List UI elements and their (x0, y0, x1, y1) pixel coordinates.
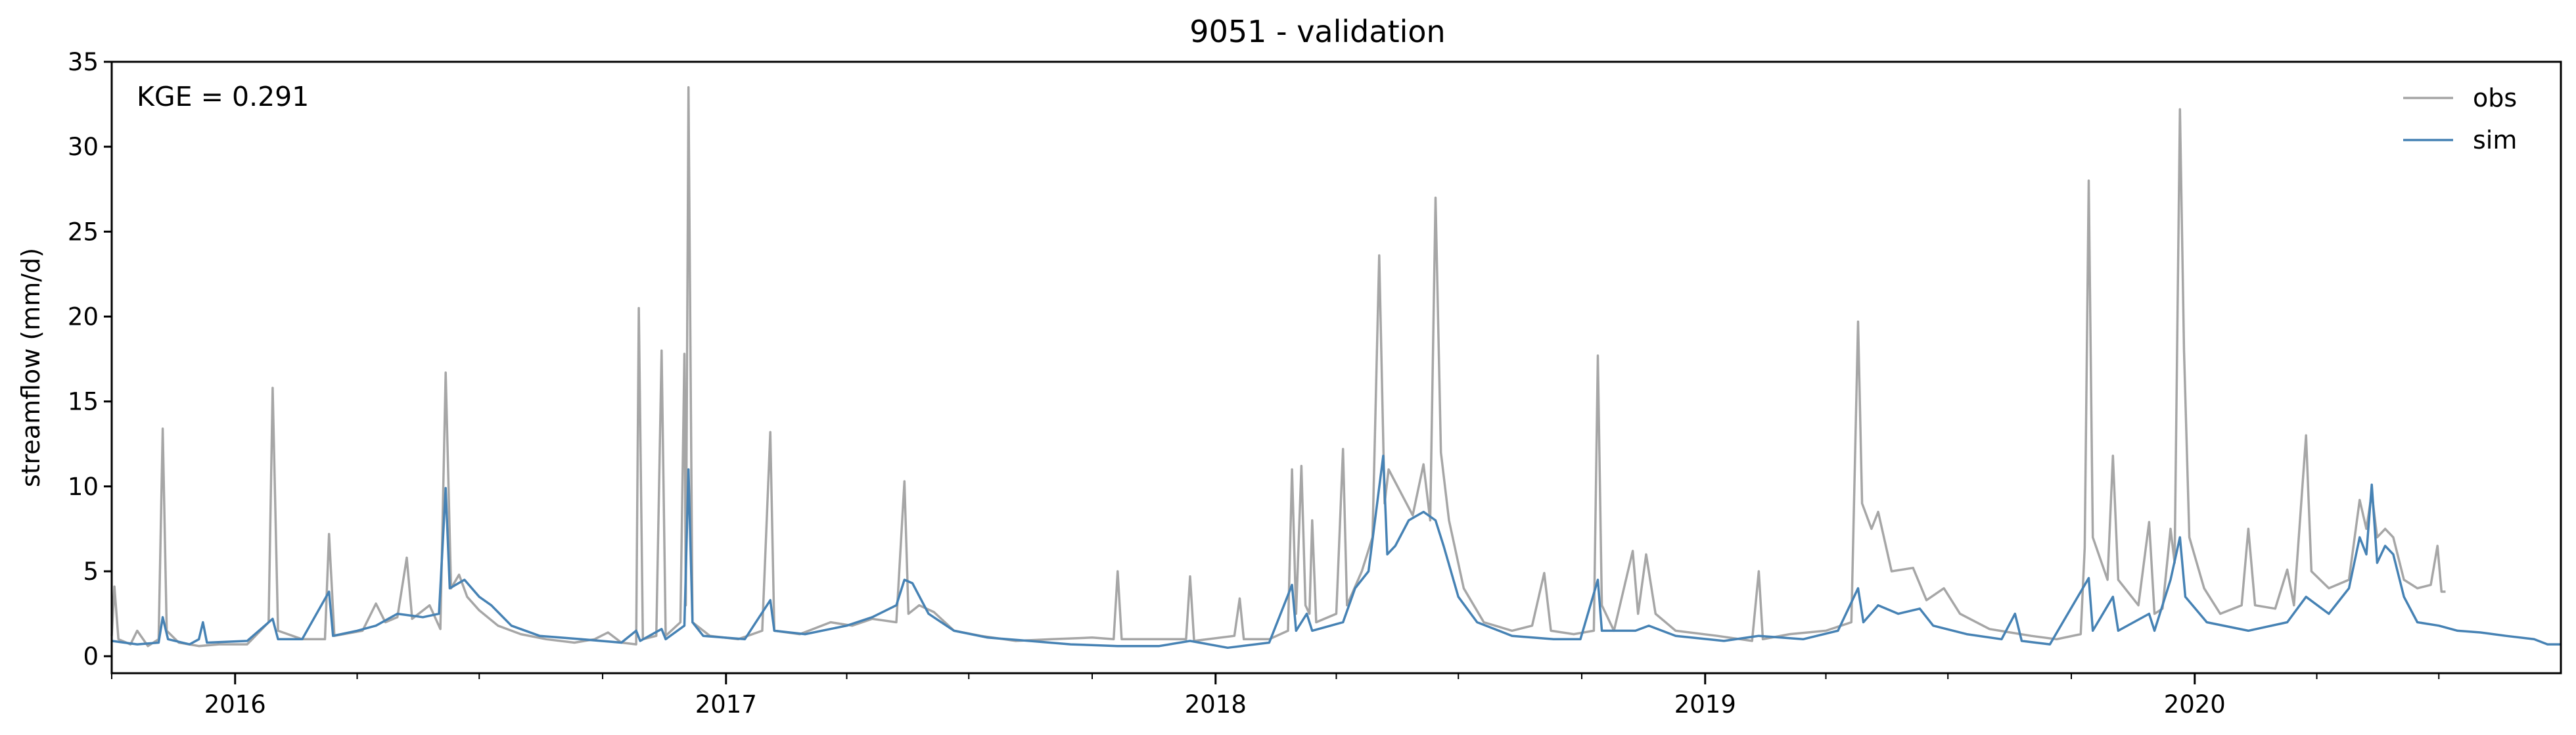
y-tick-label: 35 (68, 48, 99, 76)
kge-annotation: KGE = 0.291 (137, 81, 309, 112)
y-tick-label: 15 (68, 388, 99, 416)
y-tick-label: 10 (68, 473, 99, 501)
y-tick-label: 0 (83, 642, 99, 671)
y-axis: 0 5 10 15 20 25 30 35 (68, 48, 112, 671)
y-axis-label: streamflow (mm/d) (16, 248, 45, 487)
x-tick-label: 2019 (1674, 690, 1736, 719)
plot-frame (110, 60, 2562, 675)
x-tick-label: 2018 (1185, 690, 1247, 719)
x-axis: 2016 2017 2018 2019 2020 (111, 673, 2440, 719)
y-tick-label: 5 (83, 557, 99, 586)
x-tick-label: 2017 (695, 690, 757, 719)
x-tick-label: 2016 (204, 690, 266, 719)
legend: obs sim (2403, 83, 2517, 154)
y-tick-label: 25 (68, 218, 99, 246)
legend-label-sim: sim (2473, 126, 2517, 154)
plot-area (110, 60, 2562, 675)
y-tick-label: 30 (68, 133, 99, 161)
legend-label-obs: obs (2473, 83, 2517, 112)
x-tick-label: 2020 (2164, 690, 2226, 719)
series-layer (110, 86, 2561, 650)
series-line-sim (111, 454, 2561, 650)
series-line-obs (110, 86, 2446, 648)
chart-title: 9051 - validation (1189, 14, 1445, 49)
y-tick-label: 20 (68, 303, 99, 331)
